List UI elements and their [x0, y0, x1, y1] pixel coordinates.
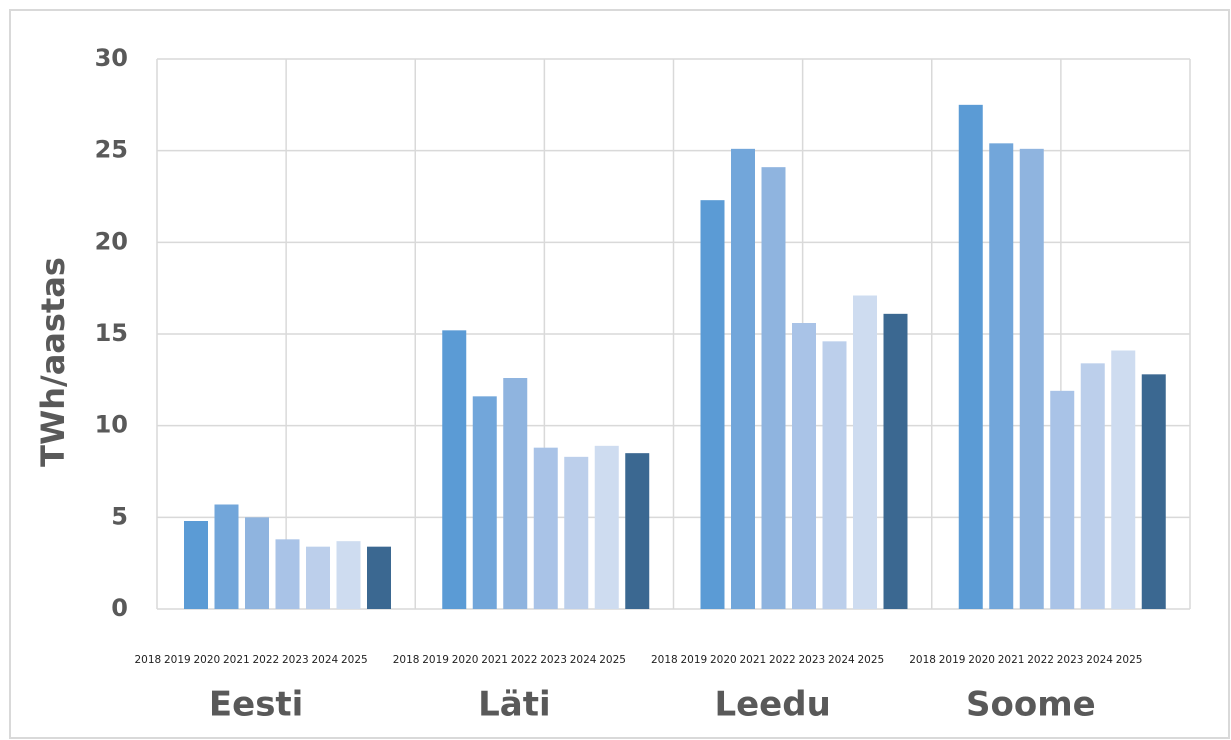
bar — [503, 378, 528, 609]
category-label: Läti — [478, 685, 551, 725]
bar — [958, 104, 983, 609]
year-label: 2021 — [223, 654, 250, 666]
year-label: 2022 — [1027, 654, 1054, 666]
year-label: 2024 — [828, 654, 855, 666]
category-label: Leedu — [714, 685, 830, 725]
bar — [1019, 148, 1044, 610]
year-label: 2025 — [1116, 654, 1143, 666]
y-tick-label: 20 — [95, 227, 128, 255]
year-label: 2021 — [740, 654, 767, 666]
bar — [625, 453, 650, 609]
bar — [1080, 363, 1105, 609]
year-label: 2019 — [164, 654, 191, 666]
bar — [1050, 390, 1075, 609]
bar — [184, 521, 208, 609]
bar — [564, 456, 589, 609]
y-tick-label: 25 — [95, 136, 128, 164]
year-label: 2018 — [135, 654, 162, 666]
year-label: 2020 — [710, 654, 737, 666]
category-label: Eesti — [209, 685, 303, 725]
year-label: 2024 — [1086, 654, 1113, 666]
y-tick-label: 5 — [111, 502, 128, 530]
bar — [853, 295, 877, 609]
year-label: 2019 — [681, 654, 708, 666]
year-label: 2025 — [341, 654, 368, 666]
bar — [761, 167, 786, 609]
bar — [731, 148, 755, 610]
bar — [792, 323, 816, 609]
year-label: 2022 — [769, 654, 796, 666]
year-label: 2025 — [599, 654, 626, 666]
year-label: 2023 — [540, 654, 567, 666]
year-label: 2018 — [393, 654, 420, 666]
year-label: 2023 — [282, 654, 309, 666]
y-tick-label: 0 — [111, 594, 128, 622]
year-label: 2024 — [570, 654, 597, 666]
y-axis-title: TWh/aastas — [34, 257, 72, 467]
bar — [883, 313, 908, 609]
bar — [989, 143, 1014, 610]
year-label: 2023 — [799, 654, 826, 666]
y-tick-label: 30 — [95, 44, 128, 72]
year-label: 2022 — [253, 654, 280, 666]
bar — [533, 447, 558, 609]
bar — [442, 330, 467, 609]
year-label: 2020 — [968, 654, 995, 666]
bar — [822, 341, 847, 609]
bar — [1141, 374, 1166, 609]
bar — [700, 200, 725, 609]
year-label: 2020 — [452, 654, 479, 666]
category-label: Soome — [966, 685, 1096, 725]
bar — [275, 539, 300, 609]
year-label: 2023 — [1057, 654, 1084, 666]
bar — [594, 445, 619, 609]
bar — [367, 546, 391, 609]
year-label: 2020 — [194, 654, 221, 666]
y-tick-label: 15 — [95, 319, 128, 347]
chart-frame — [9, 9, 1230, 739]
year-label: 2019 — [939, 654, 966, 666]
year-label: 2022 — [511, 654, 538, 666]
bar — [1111, 350, 1136, 609]
year-label: 2024 — [312, 654, 339, 666]
year-label: 2025 — [858, 654, 885, 666]
bar — [336, 541, 361, 609]
year-label: 2018 — [651, 654, 678, 666]
y-tick-label: 10 — [95, 411, 128, 439]
bar — [472, 396, 497, 609]
bar — [306, 546, 330, 609]
year-label: 2018 — [909, 654, 936, 666]
year-label: 2021 — [481, 654, 508, 666]
bar — [245, 517, 269, 609]
bar — [214, 504, 239, 609]
year-label: 2019 — [422, 654, 449, 666]
year-label: 2021 — [998, 654, 1025, 666]
